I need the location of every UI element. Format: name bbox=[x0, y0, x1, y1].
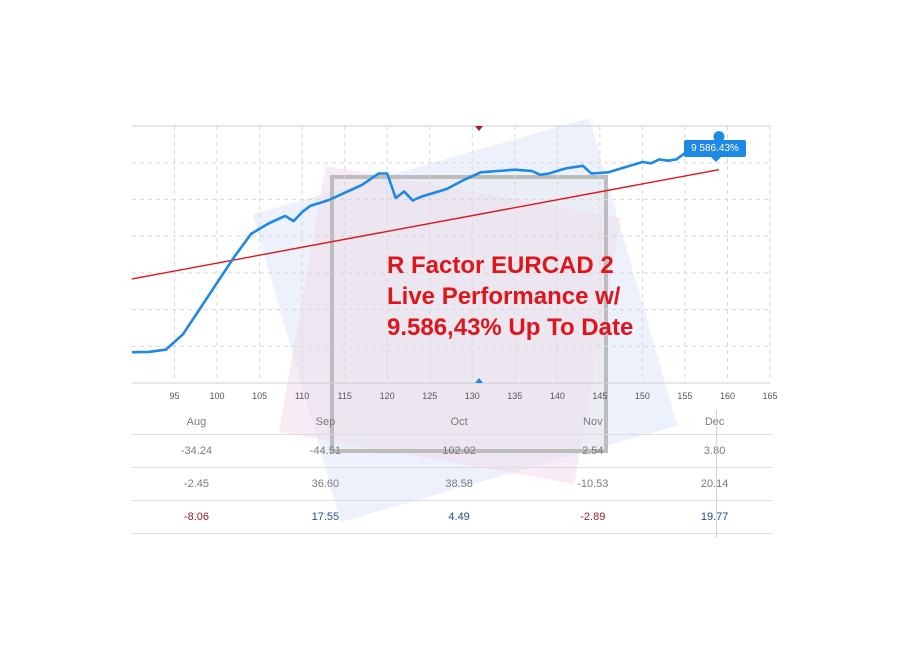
table-cell: 38.58 bbox=[389, 467, 529, 501]
table-cell: 17.55 bbox=[260, 500, 390, 534]
x-tick-label: 140 bbox=[550, 391, 565, 401]
last-value-callout: 9 586.43% bbox=[684, 140, 746, 162]
col-nov: Nov bbox=[583, 416, 603, 428]
table-cell: 19.77 bbox=[657, 500, 772, 534]
x-tick-label: 105 bbox=[252, 391, 267, 401]
overlay-line-1: R Factor EURCAD 2 bbox=[387, 252, 614, 279]
x-tick-label: 155 bbox=[677, 391, 692, 401]
table-cell: -2.89 bbox=[528, 500, 658, 534]
table-cell: -10.53 bbox=[528, 467, 658, 501]
table-header-row: Aug Sep Oct Nov Dec bbox=[132, 410, 772, 435]
x-tick-label: 125 bbox=[422, 391, 437, 401]
table-cell: -8.06 bbox=[132, 500, 261, 534]
x-tick-label: 120 bbox=[380, 391, 395, 401]
x-tick-label: 115 bbox=[337, 391, 351, 401]
x-tick-label: 135 bbox=[507, 391, 522, 401]
last-point bbox=[713, 131, 725, 143]
monthly-returns-table: Aug Sep Oct Nov Dec -34.24 -44.51 102.02 2.… bbox=[132, 410, 772, 534]
table-cell: -34.24 bbox=[132, 434, 261, 468]
x-tick-label: 165 bbox=[762, 391, 777, 401]
overlay-caption: R Factor EURCAD 2 Live Performance w/ 9.… bbox=[387, 250, 633, 343]
table-cell: 36.60 bbox=[260, 467, 390, 501]
col-sep: Sep bbox=[315, 416, 336, 428]
table-cell: 3.80 bbox=[657, 434, 772, 468]
table-row: -2.45 36.60 38.58 -10.53 20.14 bbox=[132, 467, 772, 501]
overlay-line-3: 9.586,43% Up To Date bbox=[387, 314, 634, 341]
x-tick-label: 160 bbox=[720, 391, 735, 401]
table-cell: 20.14 bbox=[657, 467, 772, 501]
table-cell: 4.49 bbox=[389, 500, 529, 534]
table-row: -8.06 17.55 4.49 -2.89 19.77 bbox=[132, 500, 772, 534]
table-cell: 2.54 bbox=[528, 434, 658, 468]
x-tick-label: 150 bbox=[635, 391, 650, 401]
overlay-line-2: Live Performance w/ bbox=[387, 283, 621, 310]
col-dec: Dec bbox=[704, 416, 725, 428]
top-marker bbox=[475, 126, 483, 131]
x-tick-label: 95 bbox=[170, 391, 180, 401]
table-divider bbox=[716, 410, 717, 538]
x-tick-label: 130 bbox=[465, 391, 480, 401]
x-tick-label: 110 bbox=[295, 391, 309, 401]
table-row: -34.24 -44.51 102.02 2.54 3.80 bbox=[132, 434, 772, 468]
table-cell: -44.51 bbox=[260, 434, 390, 468]
x-tick-label: 145 bbox=[592, 391, 607, 401]
trend-line bbox=[131, 169, 720, 280]
col-aug: Aug bbox=[186, 416, 207, 428]
col-oct: Oct bbox=[450, 416, 468, 428]
equity-line bbox=[131, 135, 721, 354]
x-tick-label: 100 bbox=[210, 391, 225, 401]
bottom-marker bbox=[475, 378, 483, 383]
table-cell: -2.45 bbox=[132, 467, 261, 501]
table-cell: 102.02 bbox=[389, 434, 529, 468]
